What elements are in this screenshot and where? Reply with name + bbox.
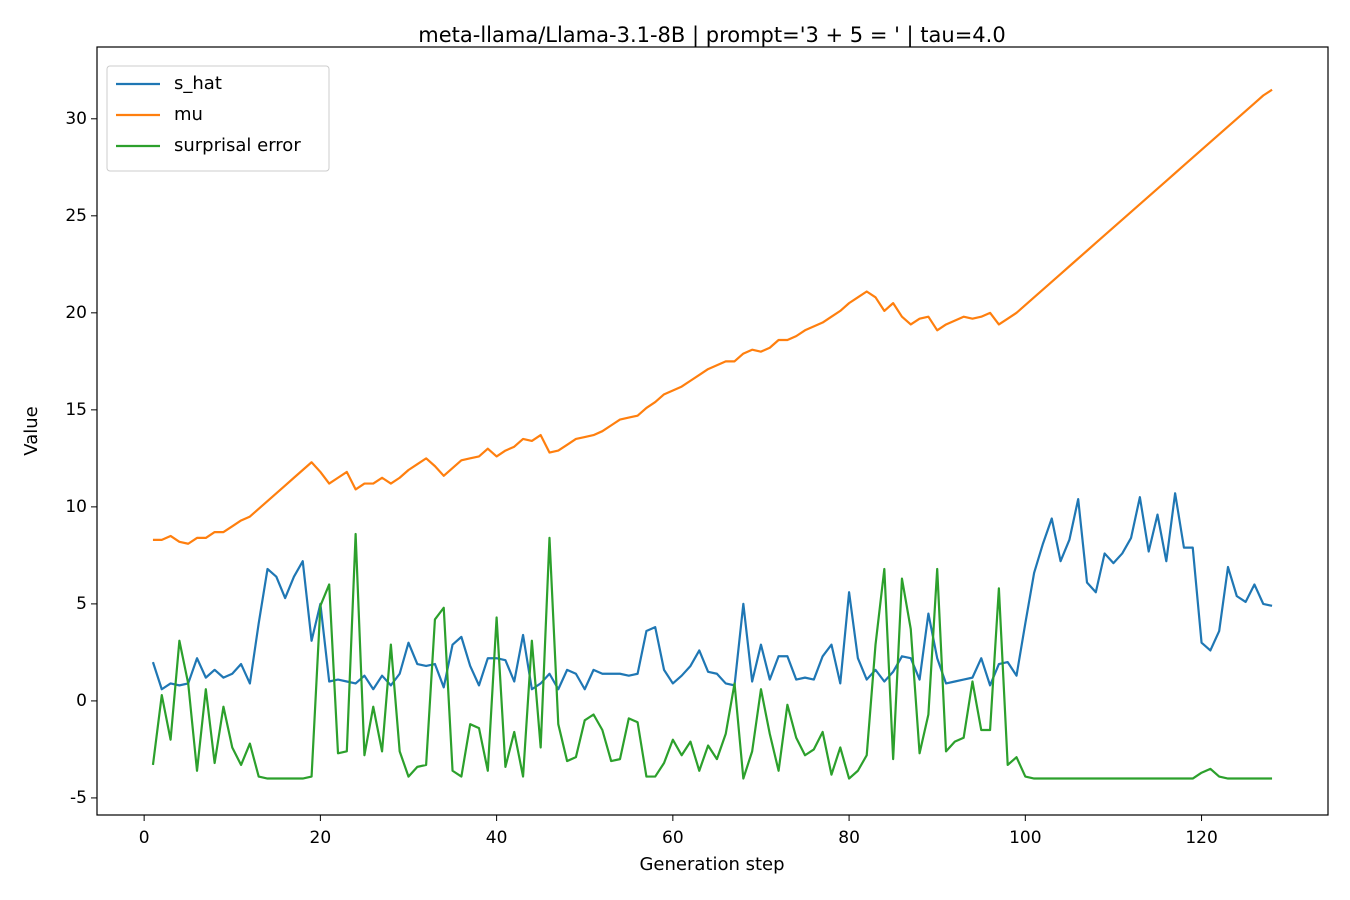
- plot-frame: [96, 46, 1329, 816]
- x-tick-label: 120: [1185, 828, 1217, 848]
- y-axis-label: Value: [21, 406, 42, 455]
- y-tick-label: 5: [76, 594, 87, 614]
- x-tick-label: 60: [662, 828, 684, 848]
- x-axis-label: Generation step: [639, 854, 784, 875]
- y-tick-label: 10: [65, 497, 87, 517]
- series-line: [151, 492, 1273, 691]
- x-tick-label: 100: [1009, 828, 1041, 848]
- x-tick-label: 80: [838, 828, 860, 848]
- x-tick-label: 0: [139, 828, 150, 848]
- legend-label: s_hat: [174, 73, 222, 94]
- series-line: [151, 532, 1273, 780]
- legend-label: mu: [174, 104, 203, 125]
- series-line: [152, 88, 1273, 545]
- y-tick-label: 15: [65, 400, 87, 420]
- y-tick-label: 20: [65, 303, 87, 323]
- y-tick-label: 25: [65, 206, 87, 226]
- chart-title: meta-llama/Llama-3.1-8B | prompt='3 + 5 …: [418, 23, 1005, 48]
- y-tick-label: 0: [76, 691, 87, 711]
- y-tick-label: 30: [65, 109, 87, 129]
- x-tick-label: 20: [310, 828, 332, 848]
- legend-box: [106, 65, 330, 172]
- y-tick-label: -5: [70, 788, 87, 808]
- legend-label: surprisal error: [174, 135, 301, 156]
- x-tick-label: 40: [486, 828, 508, 848]
